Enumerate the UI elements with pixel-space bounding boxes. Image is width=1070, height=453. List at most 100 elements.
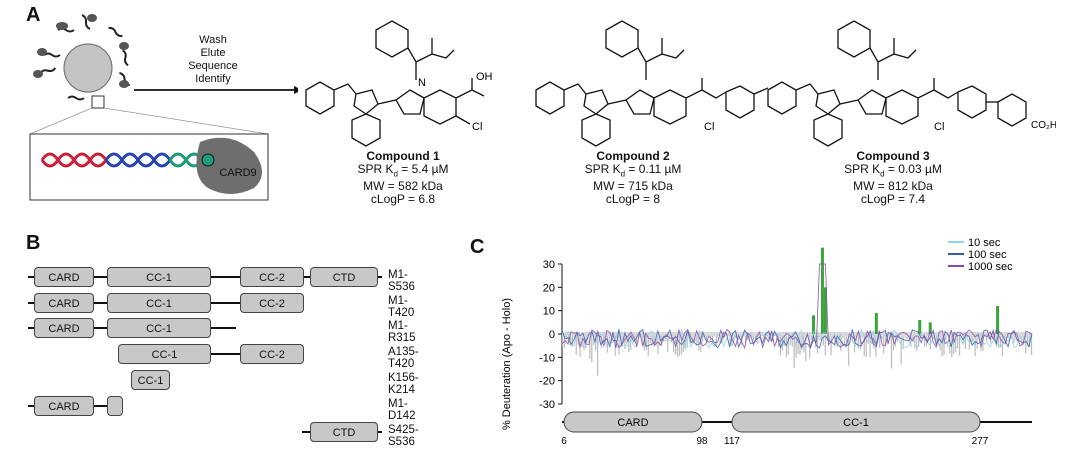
data-bar: [608, 334, 610, 344]
domain-ctd: CTD: [310, 267, 378, 287]
panel-label-b: B: [26, 232, 41, 254]
data-bar: [690, 334, 692, 344]
data-bar: [731, 334, 733, 346]
compound-2-clogp: cLogP = 8: [605, 192, 661, 207]
data-bar: [916, 334, 918, 351]
data-bar: [976, 334, 978, 349]
data-bar: [624, 334, 626, 349]
data-bar: [972, 334, 974, 343]
data-bar: [943, 334, 945, 355]
data-bar: [589, 334, 591, 359]
domain-card: CARD: [34, 267, 94, 287]
domain-cc-1: [731, 411, 981, 433]
data-bar: [846, 334, 848, 345]
compound-3-kd: SPR Kd = 0.03 µM: [844, 162, 942, 179]
data-bar: [865, 334, 867, 357]
data-bar: [912, 334, 914, 341]
compound-1-mw: MW = 582 kDa: [363, 179, 443, 194]
data-bar: [957, 334, 959, 349]
highlight-peak: [811, 315, 815, 334]
legend-entry: 10 sec: [968, 237, 1001, 249]
data-bar: [692, 334, 694, 344]
data-bar: [643, 334, 645, 351]
data-bar: [890, 334, 893, 369]
data-bar: [597, 334, 599, 376]
data-bar: [746, 334, 749, 340]
legend-entry: 1000 sec: [968, 261, 1013, 273]
data-bar: [908, 334, 910, 343]
data-bar: [906, 334, 908, 340]
y-tick-label: 30: [543, 259, 555, 271]
data-bar: [918, 334, 920, 347]
data-bar: [575, 334, 577, 355]
data-bar: [941, 334, 943, 357]
data-bar: [678, 334, 680, 356]
data-bar: [820, 334, 822, 341]
y-tick-label: -10: [539, 352, 555, 364]
domain-card: CARD: [34, 293, 94, 313]
data-bar: [955, 334, 957, 353]
data-bar: [779, 334, 782, 356]
data-bar: [768, 334, 770, 341]
data-bar: [1027, 334, 1029, 346]
data-bar: [861, 334, 863, 339]
series-line: [561, 263, 1033, 350]
data-bar: [565, 334, 568, 339]
data-bar: [593, 334, 595, 346]
y-tick-label: -20: [539, 376, 555, 388]
domain-cc2: CC-2: [240, 293, 304, 313]
compound-1-clogp: cLogP = 6.8: [370, 192, 436, 207]
data-bar: [616, 334, 618, 342]
domain-card: [563, 411, 703, 433]
data-bar: [711, 334, 714, 343]
data-bar: [997, 334, 1000, 348]
data-bar: [805, 334, 807, 361]
compound-1-tail: OH: [476, 71, 493, 83]
data-bar: [579, 334, 581, 357]
data-bar: [659, 334, 661, 346]
data-bar: [669, 334, 671, 340]
data-bar: [799, 334, 801, 355]
series-line: [561, 328, 1033, 350]
data-bar: [826, 334, 828, 341]
compound-3-mw: MW = 812 kDa: [853, 179, 933, 194]
compound-3-structure: [767, 20, 1027, 147]
domain-cc1-fragment: CC-1: [131, 370, 170, 390]
y-tick-label: -30: [539, 399, 555, 411]
data-bar: [816, 334, 819, 354]
data-bar: [869, 334, 871, 358]
domain-end: 277: [972, 436, 989, 447]
domain-ctd: CTD: [310, 422, 378, 442]
compound-1-name: Compound 1: [366, 149, 440, 163]
compound-3-info: Compound 3 SPR Kd = 0.03 µM MW = 812 kDa…: [808, 150, 978, 206]
legend-entry: 100 sec: [968, 249, 1007, 261]
domain-cc1: CC-1: [107, 293, 211, 313]
data-bar: [622, 334, 624, 342]
data-bar: [733, 334, 735, 341]
data-bar: [824, 334, 826, 356]
panel-label-a: A: [26, 4, 41, 26]
data-bar: [873, 334, 875, 349]
highlight-peak: [928, 322, 932, 334]
data-bar: [840, 334, 842, 352]
step-wash: Wash: [199, 34, 227, 46]
step-sequence: Sequence: [188, 60, 238, 72]
data-bar: [881, 334, 883, 339]
construct-label: M1-D142: [388, 398, 416, 422]
data-bar: [591, 334, 593, 363]
data-bar: [896, 334, 898, 342]
data-bar: [863, 334, 865, 356]
data-bar: [885, 334, 887, 348]
data-bar: [795, 334, 797, 358]
compound-2-cl: Cl: [704, 121, 714, 133]
data-bar: [844, 334, 846, 345]
data-bar: [1025, 334, 1027, 354]
data-bar: [980, 334, 982, 351]
domain-cc1-stub: [107, 396, 123, 416]
data-bar: [859, 334, 861, 350]
data-bar: [953, 334, 955, 355]
data-bar: [606, 334, 608, 353]
data-bar: [583, 334, 585, 351]
data-bar: [929, 334, 931, 350]
